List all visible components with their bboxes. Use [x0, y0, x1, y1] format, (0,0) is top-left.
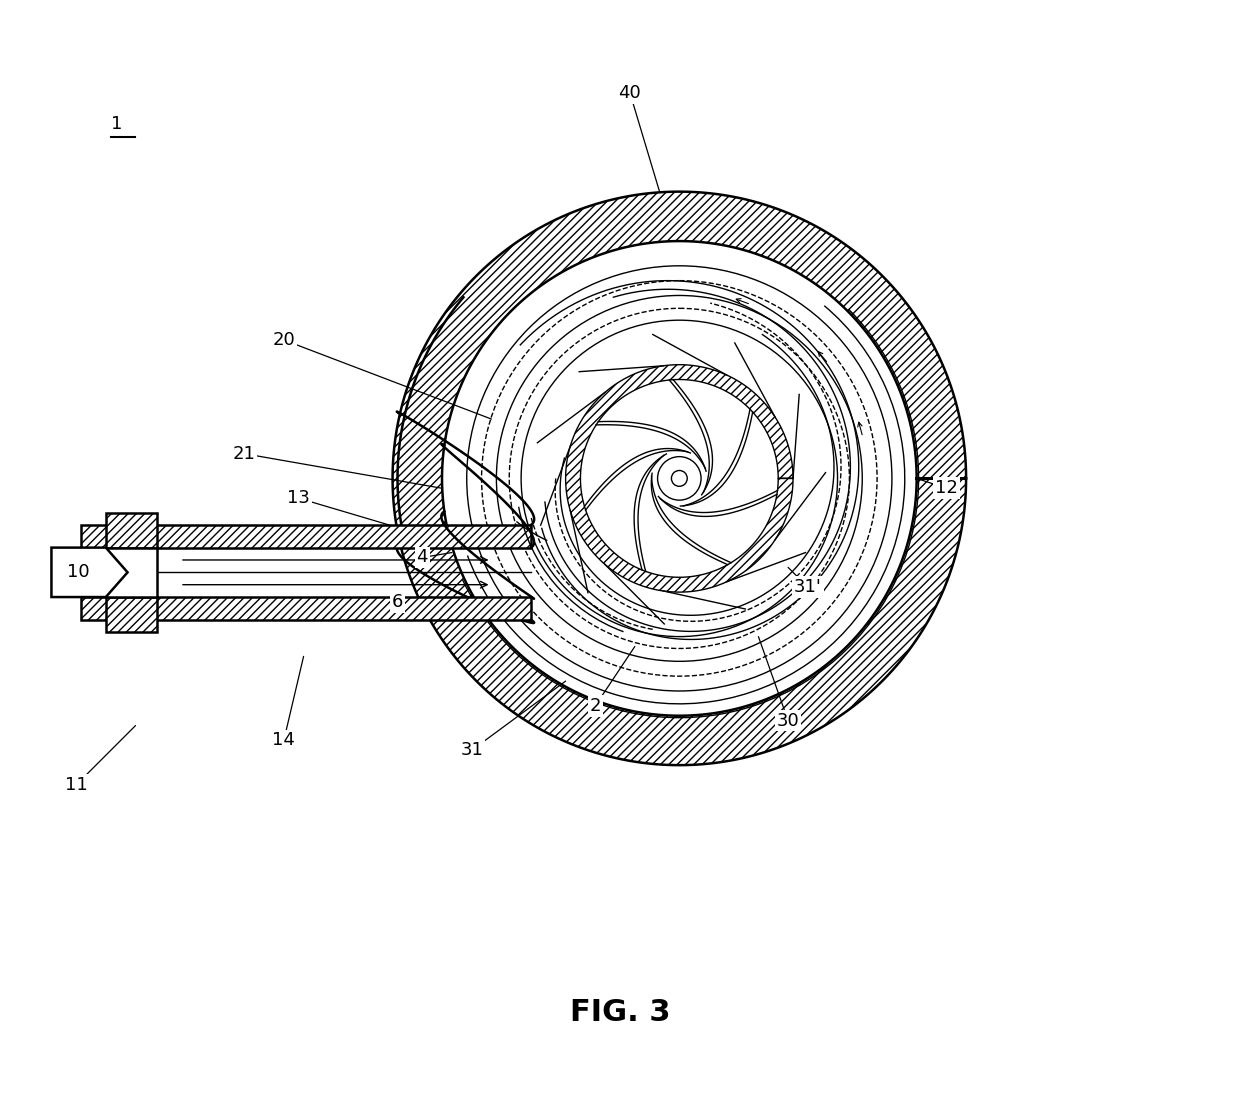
- Polygon shape: [105, 597, 157, 632]
- Text: 4: 4: [417, 549, 428, 566]
- Text: 2: 2: [589, 697, 601, 715]
- Polygon shape: [105, 547, 157, 597]
- Polygon shape: [105, 513, 157, 547]
- Polygon shape: [81, 597, 531, 620]
- Text: 14: 14: [273, 731, 295, 749]
- Text: 11: 11: [64, 776, 88, 794]
- Text: 30: 30: [776, 711, 800, 729]
- Text: 31': 31': [794, 579, 822, 597]
- Polygon shape: [393, 192, 966, 765]
- Text: 21: 21: [233, 445, 255, 463]
- Polygon shape: [51, 547, 128, 597]
- Text: 1: 1: [110, 116, 123, 134]
- Polygon shape: [81, 525, 531, 547]
- Text: 13: 13: [288, 489, 310, 507]
- Text: 10: 10: [67, 563, 89, 581]
- Text: 20: 20: [273, 331, 295, 349]
- Circle shape: [671, 471, 687, 486]
- Text: 6: 6: [392, 593, 403, 611]
- Text: 12: 12: [935, 479, 957, 497]
- Text: 31: 31: [460, 741, 484, 759]
- Text: FIG. 3: FIG. 3: [569, 998, 671, 1027]
- Polygon shape: [565, 365, 794, 592]
- Text: 40: 40: [619, 84, 641, 101]
